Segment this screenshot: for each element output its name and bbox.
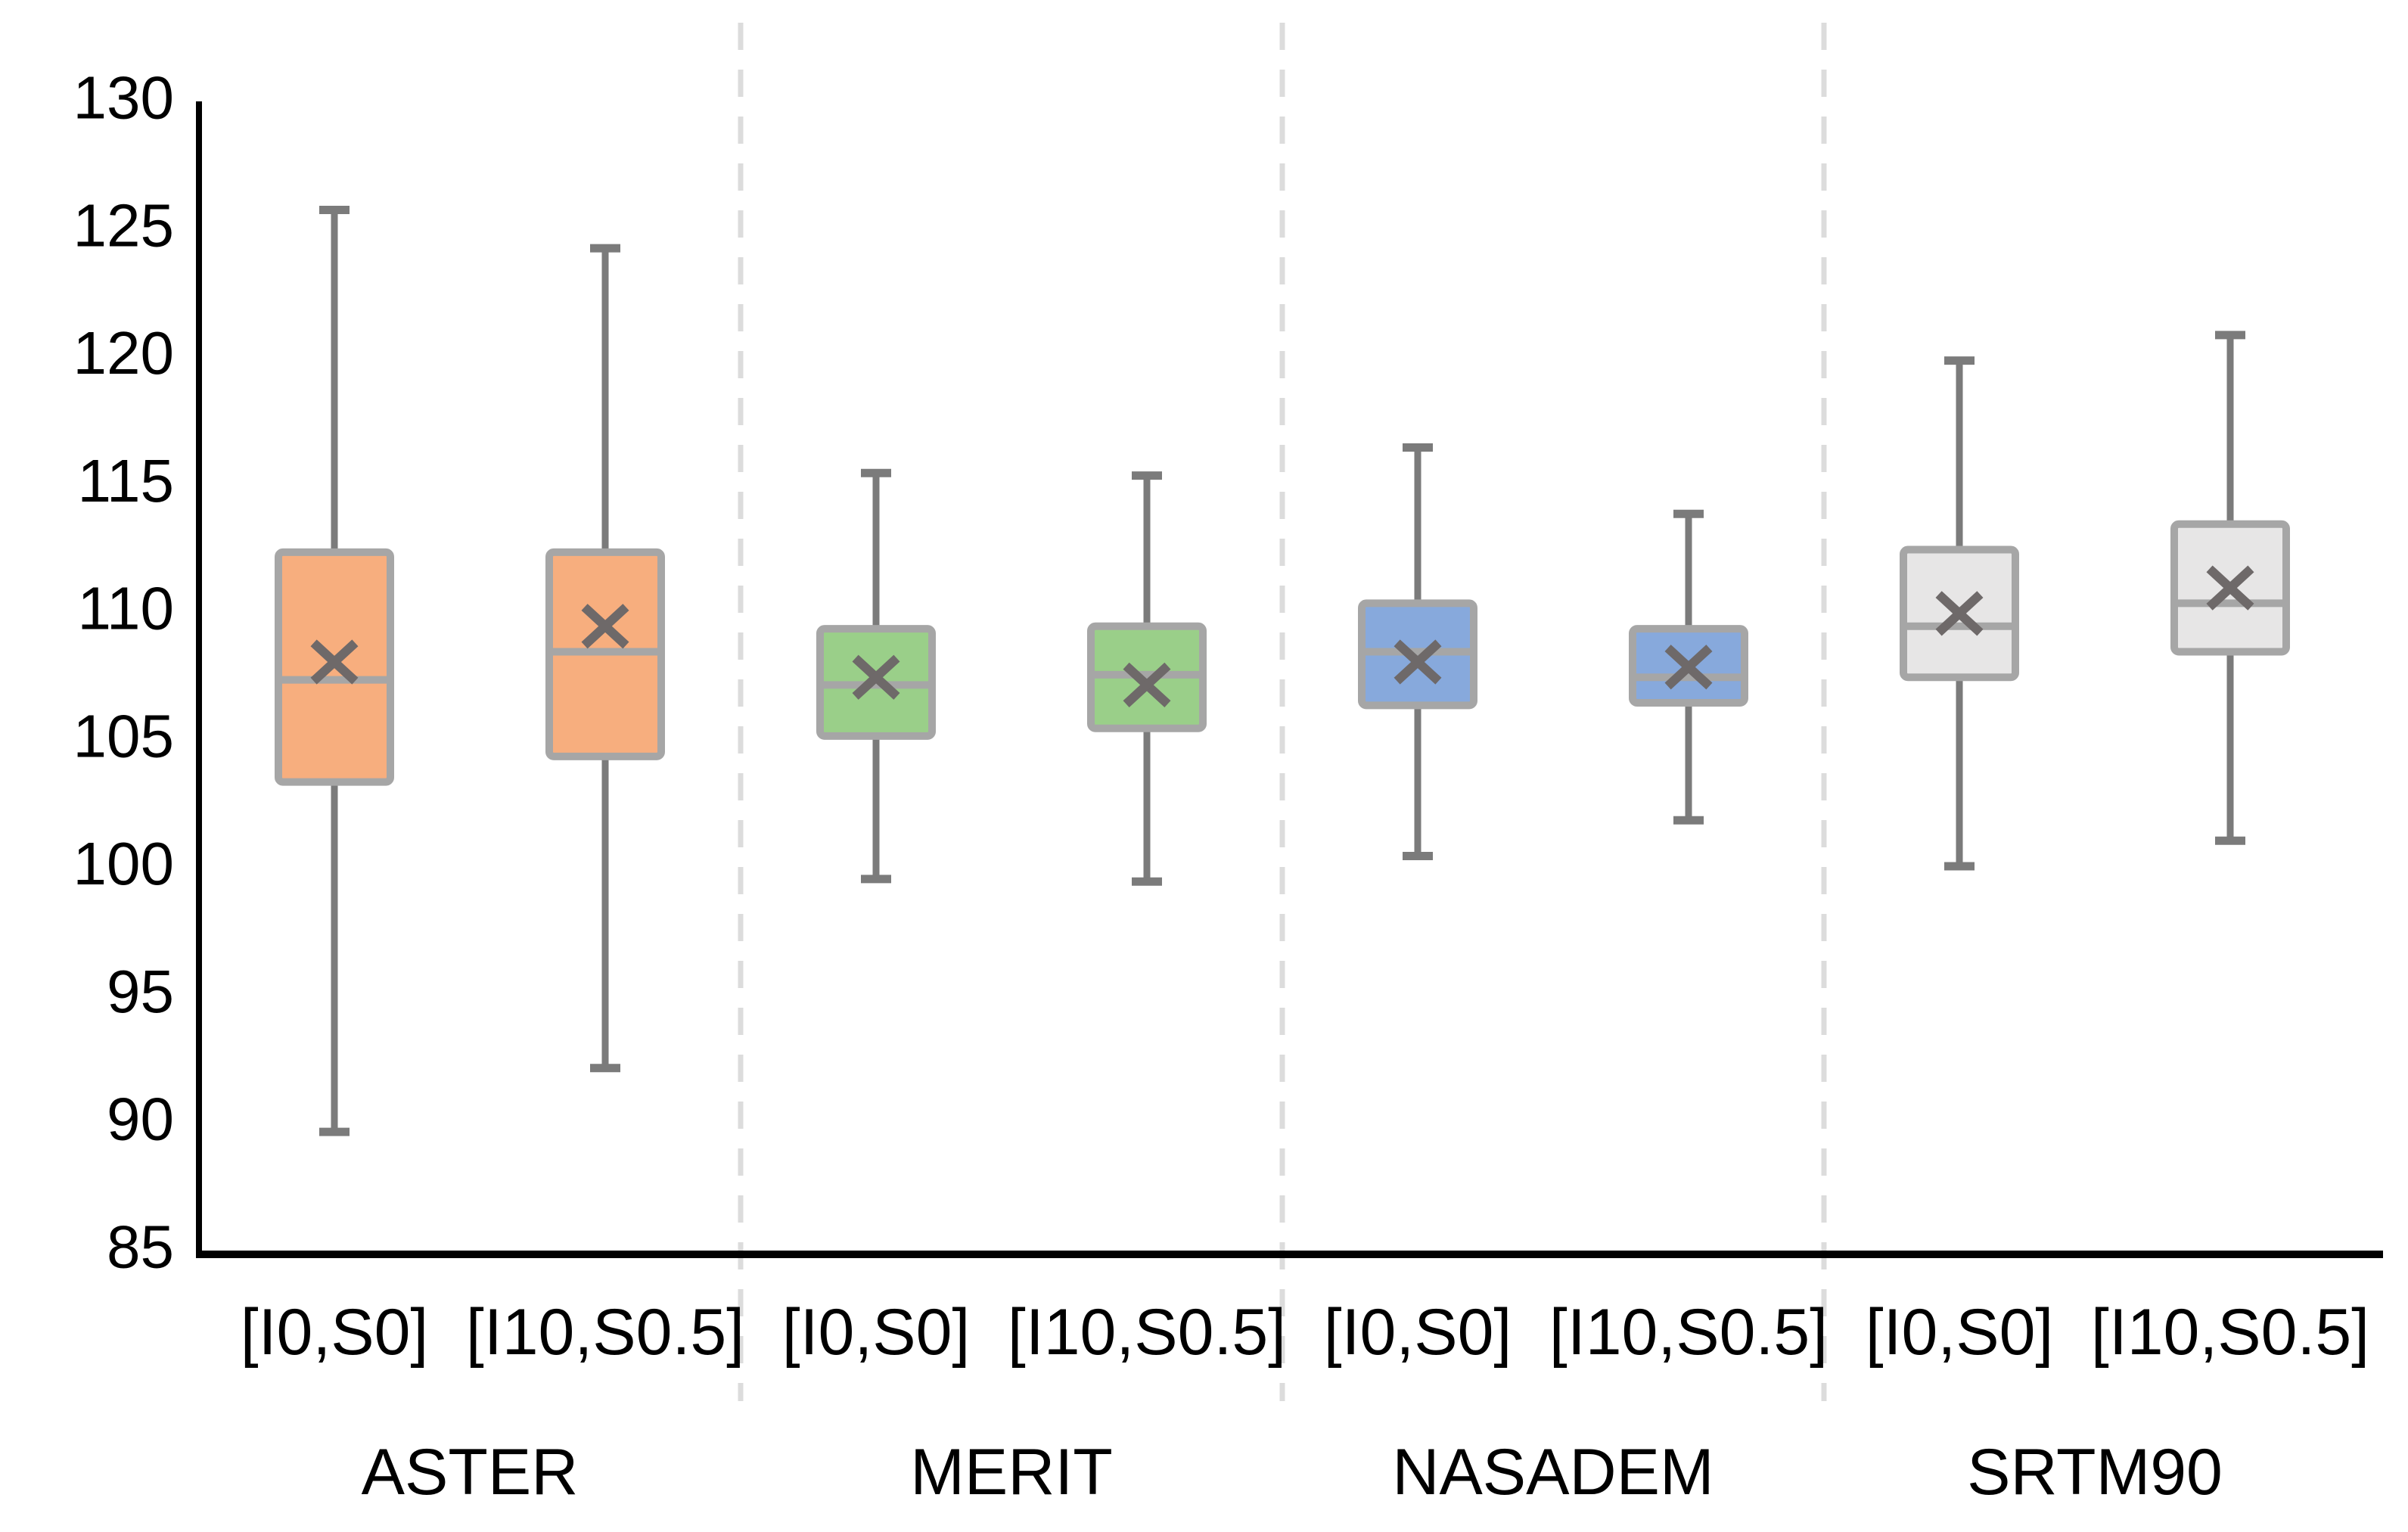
- y-tick-label: 115: [77, 447, 174, 514]
- group-label: NASADEM: [1392, 1436, 1714, 1509]
- y-tick-label: 130: [73, 64, 174, 132]
- mean-x-marker: [1123, 662, 1171, 708]
- group-label: SRTM90: [1967, 1436, 2223, 1509]
- mean-x-marker: [2206, 565, 2254, 611]
- mean-x-marker: [581, 604, 629, 649]
- box-group-srtm90: [I0,S0] [I10,S0.5] SRTM90: [1866, 331, 2369, 1509]
- group-label: MERIT: [910, 1436, 1113, 1509]
- mean-x-marker: [310, 639, 359, 685]
- mean-x-marker: [1394, 639, 1442, 685]
- box-group-nasadem: [I0,S0] [I10,S0.5] NASADEM: [1324, 443, 1828, 1509]
- mean-x-marker: [1935, 591, 1984, 636]
- x-tick-label: [I10,S0.5]: [2091, 1296, 2369, 1369]
- x-tick-label: [I0,S0]: [1324, 1296, 1512, 1369]
- boxplot-merit-i10s05: [I10,S0.5]: [1008, 471, 1286, 1369]
- boxplot-nasadem-i10s05: [I10,S0.5]: [1549, 509, 1828, 1369]
- y-tick-label: 95: [107, 958, 174, 1025]
- y-tick-label: 120: [73, 319, 174, 387]
- x-tick-label: [I0,S0]: [1866, 1296, 2054, 1369]
- y-tick-label: 125: [73, 191, 174, 259]
- x-tick-label: [I10,S0.5]: [1549, 1296, 1828, 1369]
- boxplot-merit-i0s0: [I0,S0]: [782, 468, 971, 1369]
- box-group-aster: [I0,S0] [I10,S0.5] ASTER: [241, 206, 744, 1509]
- boxplot-srtm90-i10s05: [I10,S0.5]: [2091, 331, 2369, 1369]
- x-tick-label: [I0,S0]: [782, 1296, 971, 1369]
- y-tick-label: 90: [107, 1086, 174, 1153]
- boxplot-aster-i10s05: [I10,S0.5]: [466, 244, 744, 1369]
- y-tick-label: 85: [107, 1213, 174, 1281]
- mean-x-marker: [852, 654, 900, 700]
- boxplot-aster-i0s0: [I0,S0]: [241, 206, 429, 1369]
- boxplot-nasadem-i0s0: [I0,S0]: [1324, 443, 1512, 1369]
- y-tick-label: 110: [77, 575, 174, 642]
- mean-x-marker: [1664, 645, 1713, 690]
- group-label: ASTER: [362, 1436, 579, 1509]
- x-tick-label: [I10,S0.5]: [466, 1296, 744, 1369]
- y-tick-label: 100: [73, 830, 174, 897]
- boxplot-srtm90-i0s0: [I0,S0]: [1866, 356, 2054, 1369]
- x-tick-label: [I10,S0.5]: [1008, 1296, 1286, 1369]
- y-tick-label: 105: [73, 702, 174, 769]
- box-group-merit: [I0,S0] [I10,S0.5] MERIT: [782, 468, 1286, 1509]
- x-tick-label: [I0,S0]: [241, 1296, 429, 1369]
